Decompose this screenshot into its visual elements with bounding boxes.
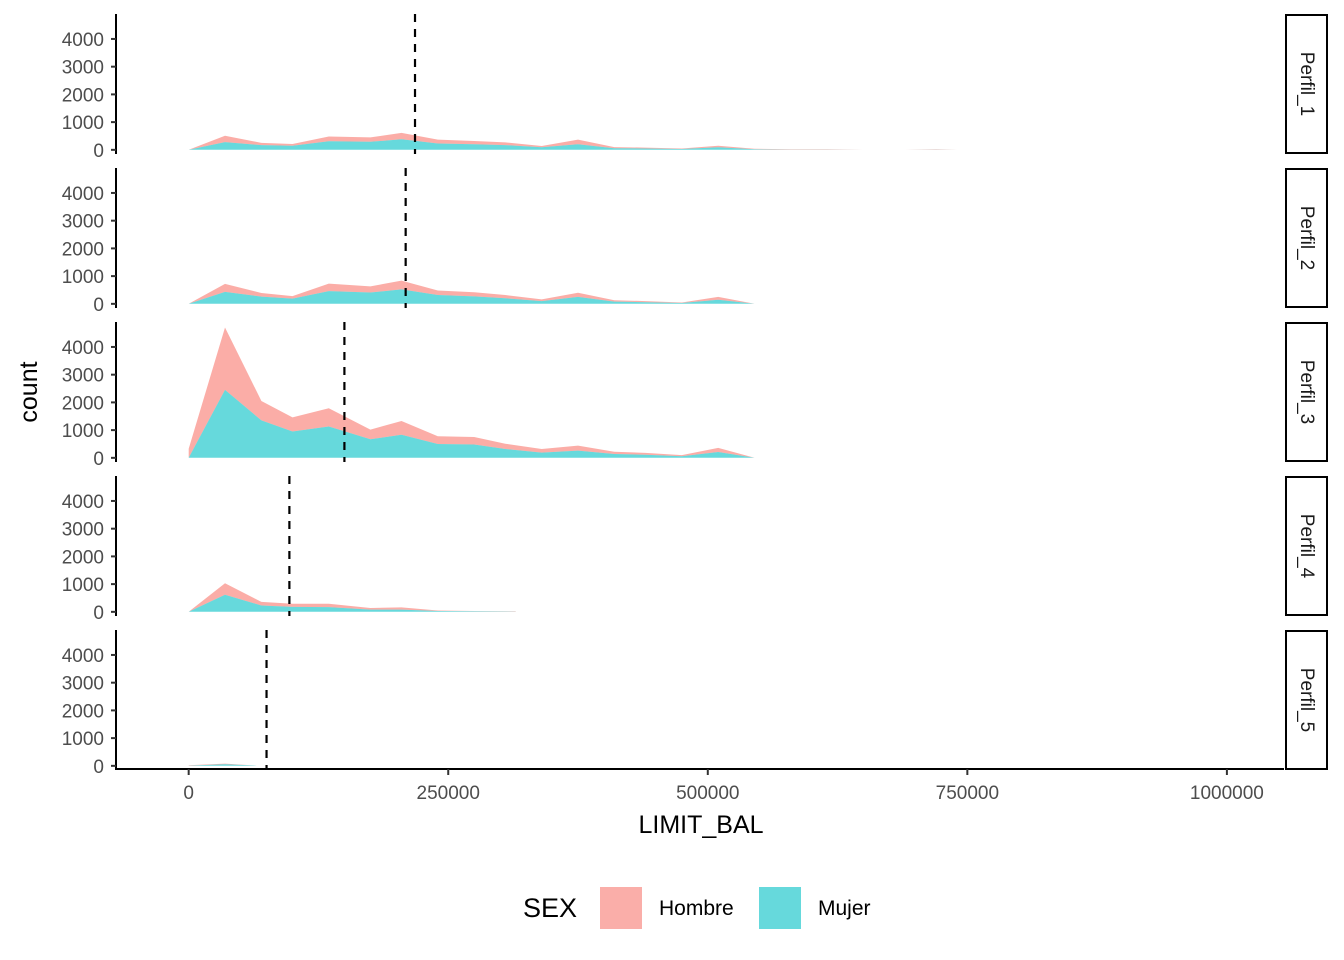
y-tick-label: 4000	[62, 338, 104, 359]
y-tick-label: 3000	[62, 520, 104, 541]
facet-strip-label: Perfil_4	[1296, 514, 1317, 579]
legend-title: SEX	[523, 893, 577, 923]
y-tick-label: 1000	[62, 575, 104, 596]
facet-perfil-2: 0 1000 2000 3000 4000 Perfil_2	[62, 168, 1328, 316]
x-tick-label: 1000000	[1190, 783, 1264, 804]
facet-strip	[1285, 168, 1328, 308]
y-tick-label: 1000	[62, 113, 104, 134]
legend-key-hombre	[600, 887, 642, 929]
area-hombre	[188, 132, 957, 150]
legend: SEX Hombre Mujer	[523, 887, 871, 929]
x-tick-label: 500000	[676, 783, 739, 804]
area-hombre	[188, 327, 755, 458]
facet-strip	[1285, 630, 1328, 770]
area-mujer	[188, 594, 516, 612]
y-tick-label: 2000	[62, 393, 104, 414]
legend-label-mujer: Mujer	[818, 897, 871, 920]
y-tick-label: 3000	[62, 212, 104, 233]
y-tick-label: 0	[93, 295, 104, 316]
facet-strip	[1285, 476, 1328, 616]
y-tick-label: 1000	[62, 729, 104, 750]
area-hombre	[188, 583, 516, 612]
facet-perfil-1: 0 1000 2000 3000 4000 Perfil_1	[62, 14, 1328, 162]
facet-perfil-4: 0 1000 2000 3000 4000 Perfil_4	[62, 476, 1328, 624]
legend-key-mujer	[759, 887, 801, 929]
y-tick-label: 0	[93, 449, 104, 470]
facet-panels: 0 1000 2000 3000 4000 Perfil_1 0 1000 2000 3000 40…	[62, 14, 1328, 778]
x-axis: 0 250000 500000 750000 1000000	[116, 768, 1284, 804]
area-hombre	[188, 280, 755, 304]
facet-strip	[1285, 322, 1328, 462]
facet-strip	[1285, 14, 1328, 154]
y-tick-label: 2000	[62, 239, 104, 260]
facet-strip-label: Perfil_3	[1296, 360, 1317, 424]
area-mujer	[188, 289, 755, 304]
y-tick-label: 3000	[62, 674, 104, 695]
y-tick-label: 4000	[62, 492, 104, 513]
x-axis-title: LIMIT_BAL	[638, 811, 763, 839]
facet-strip-label: Perfil_5	[1296, 668, 1317, 732]
y-tick-label: 1000	[62, 421, 104, 442]
area-mujer	[188, 764, 257, 766]
y-tick-label: 4000	[62, 184, 104, 205]
y-tick-label: 4000	[62, 646, 104, 667]
y-tick-label: 0	[93, 603, 104, 624]
x-tick-label: 250000	[417, 783, 480, 804]
y-tick-label: 2000	[62, 85, 104, 106]
x-tick-label: 0	[183, 783, 194, 804]
y-tick-label: 3000	[62, 366, 104, 387]
y-tick-label: 2000	[62, 701, 104, 722]
area-hombre	[188, 763, 257, 766]
facet-perfil-5: 0 1000 2000 3000 4000 Perfil_5	[62, 630, 1328, 778]
area-mujer	[188, 139, 957, 150]
facet-perfil-3: 0 1000 2000 3000 4000 Perfil_3	[62, 322, 1328, 470]
y-tick-label: 0	[93, 757, 104, 778]
facet-strip-label: Perfil_2	[1296, 206, 1317, 270]
y-tick-label: 2000	[62, 547, 104, 568]
y-tick-label: 0	[93, 141, 104, 162]
y-tick-label: 4000	[62, 30, 104, 51]
legend-label-hombre: Hombre	[659, 897, 734, 920]
area-mujer	[188, 389, 755, 458]
y-axis-title: count	[15, 361, 43, 422]
y-tick-label: 1000	[62, 267, 104, 288]
x-tick-label: 750000	[936, 783, 999, 804]
y-tick-label: 3000	[62, 58, 104, 79]
facet-strip-label: Perfil_1	[1296, 52, 1317, 116]
